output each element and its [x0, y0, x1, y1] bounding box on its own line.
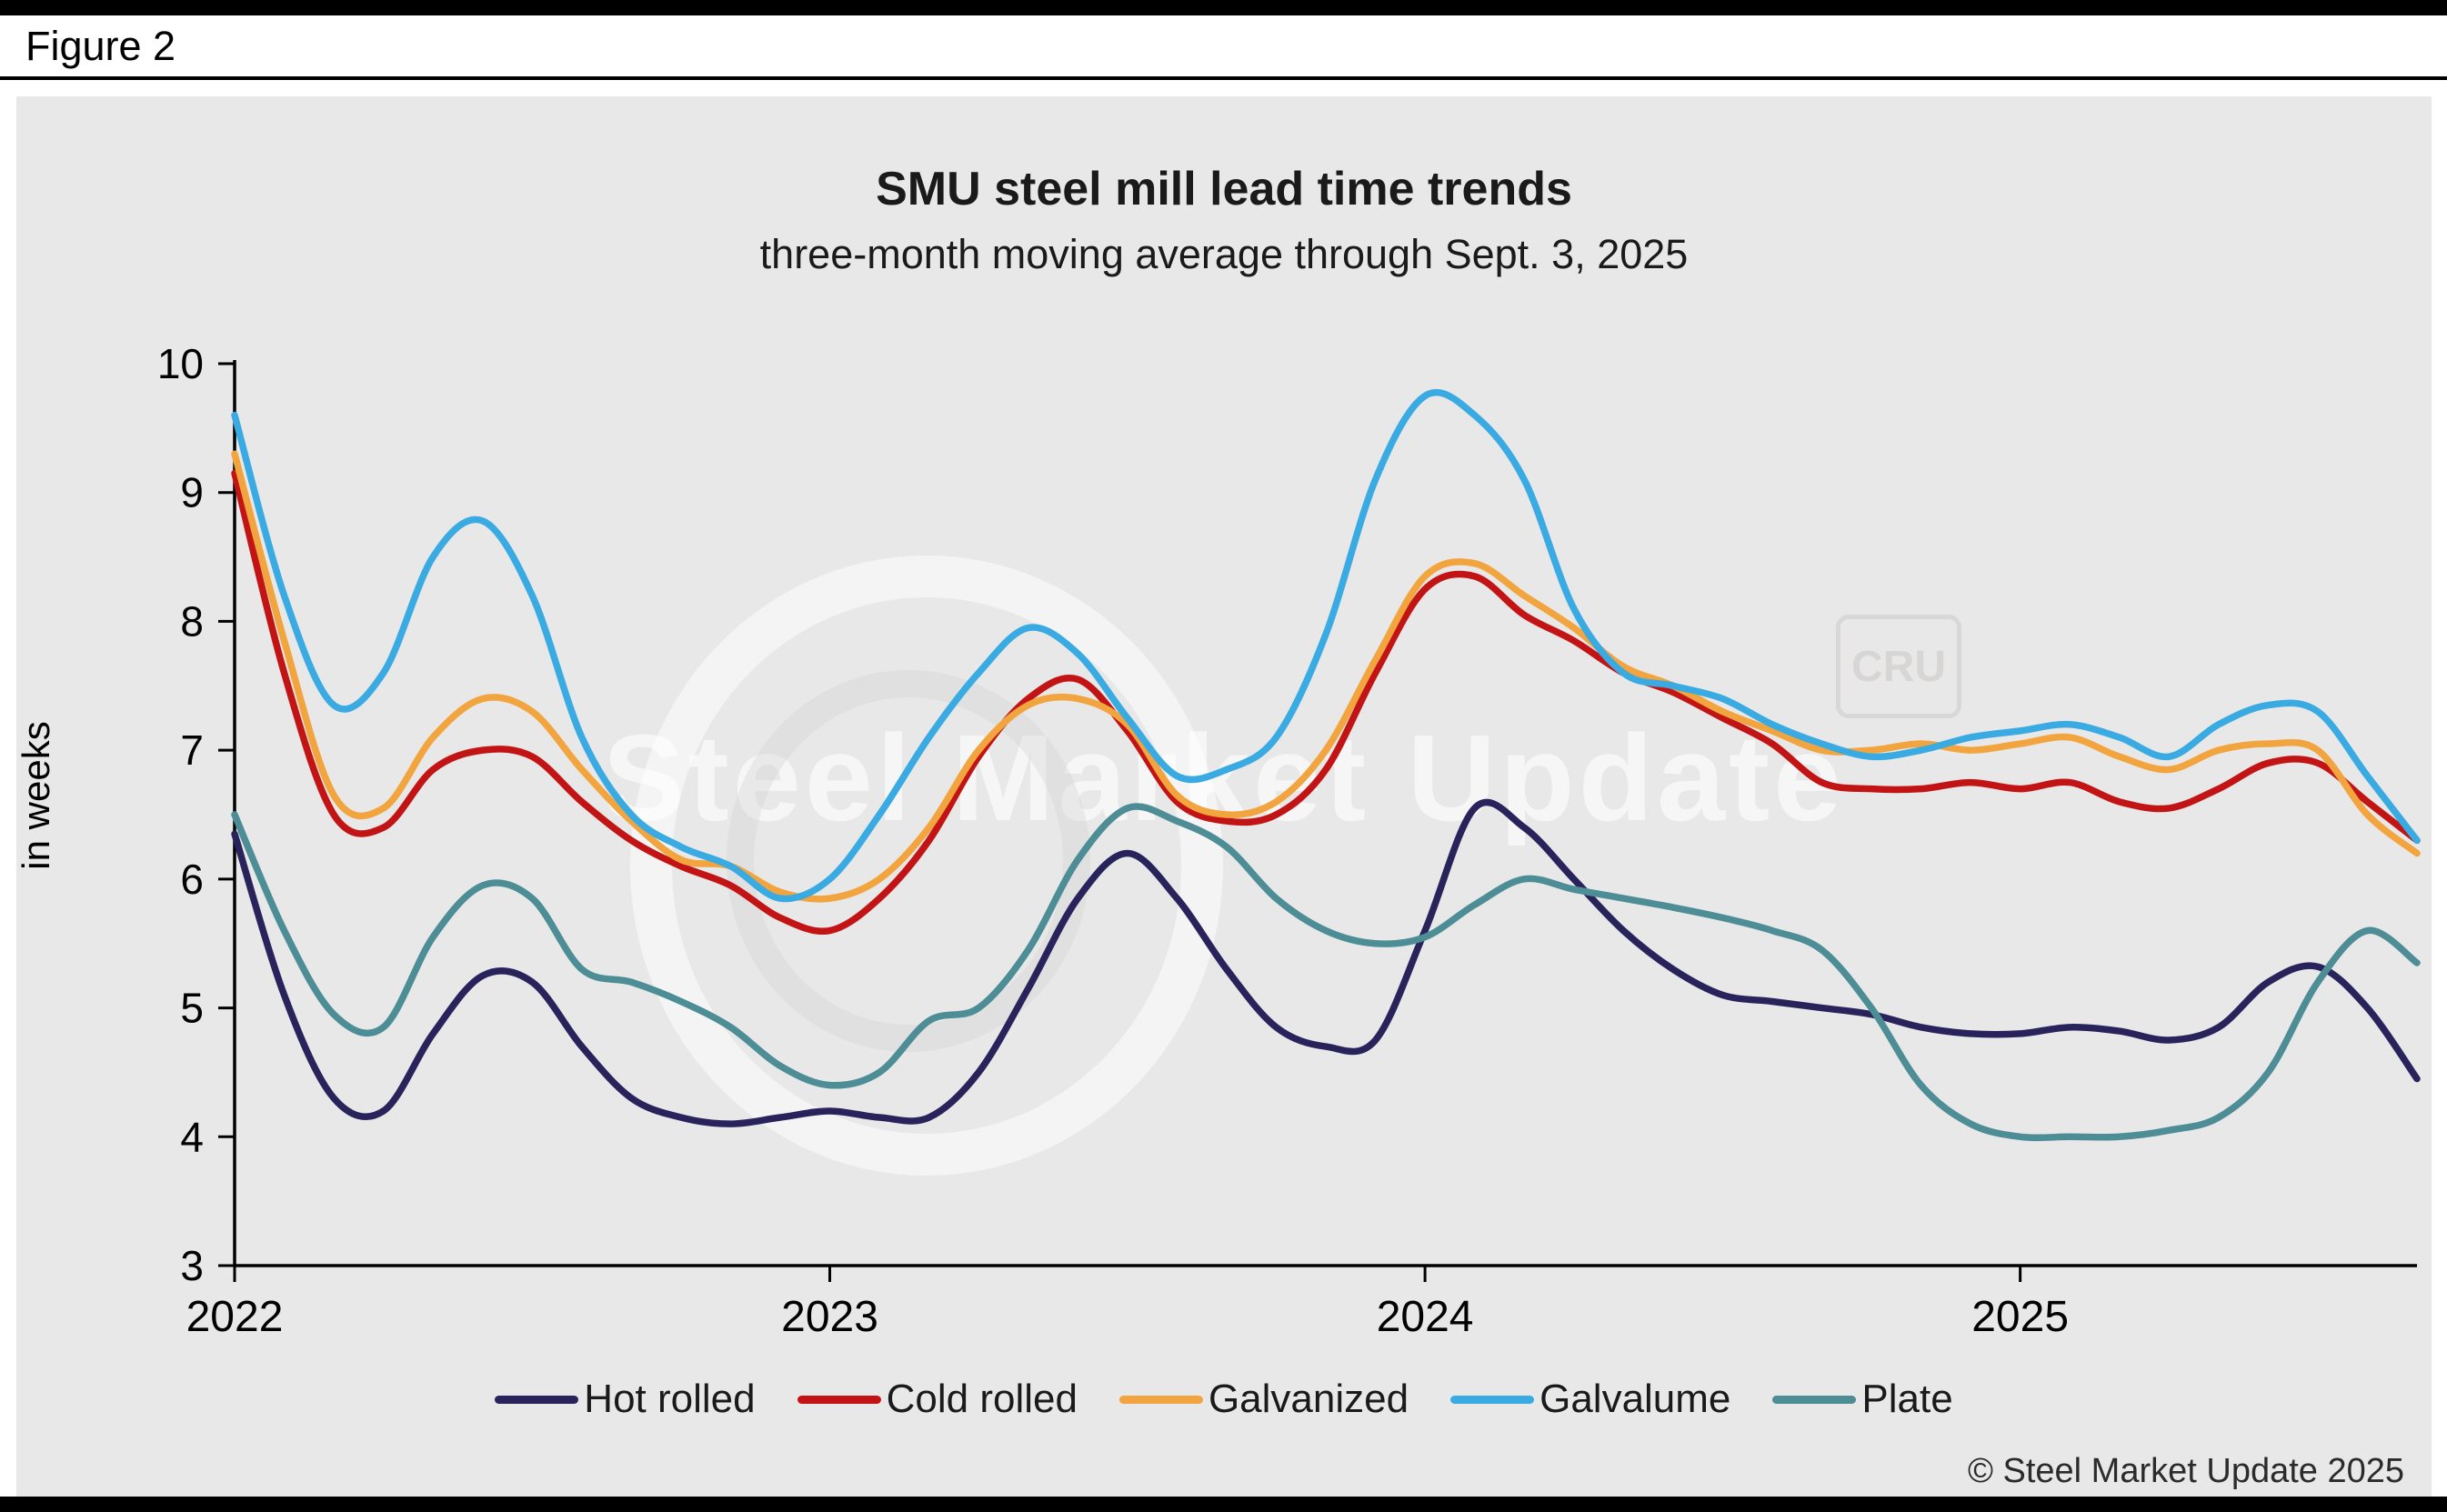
svg-text:8: 8: [180, 597, 204, 645]
legend-label: Galvanized: [1208, 1377, 1409, 1421]
chart-panel: Steel Market Update CRU SMU steel mill l…: [15, 96, 2432, 1497]
bottom-border-bar: [0, 1497, 2447, 1512]
svg-text:3: 3: [180, 1242, 204, 1289]
top-border-bar: [0, 0, 2447, 15]
chart-legend: Hot rolled Cold rolled Galvanized Galvalume…: [16, 1377, 2432, 1422]
figure-label: Figure 2: [25, 22, 176, 69]
copyright-text: © Steel Market Update 2025: [1967, 1452, 2404, 1490]
legend-label: Cold rolled: [886, 1377, 1078, 1421]
legend-swatch: [495, 1395, 579, 1404]
svg-text:6: 6: [180, 856, 204, 903]
chart-subtitle: three-month moving average through Sept.…: [759, 231, 1689, 277]
legend-item-hot-rolled: Hot rolled: [495, 1377, 756, 1422]
legend-label: Plate: [1861, 1377, 1953, 1421]
svg-text:5: 5: [180, 985, 204, 1032]
svg-text:2024: 2024: [1377, 1293, 1474, 1341]
legend-label: Hot rolled: [584, 1377, 756, 1421]
legend-item-galvanized: Galvanized: [1118, 1377, 1409, 1422]
cru-logo-watermark: CRU: [1836, 615, 1961, 718]
legend-swatch: [1450, 1395, 1535, 1404]
legend-label: Galvalume: [1539, 1377, 1731, 1421]
chart-title: SMU steel mill lead time trends: [876, 163, 1572, 215]
svg-text:2023: 2023: [781, 1293, 878, 1341]
svg-text:4: 4: [180, 1113, 204, 1160]
figure-header: Figure 2: [0, 15, 2447, 80]
legend-swatch: [1772, 1395, 1857, 1404]
svg-text:2025: 2025: [1971, 1293, 2069, 1341]
y-axis-label: in weeks: [15, 721, 57, 870]
legend-item-plate: Plate: [1772, 1377, 1953, 1422]
legend-swatch: [797, 1395, 881, 1404]
legend-swatch: [1118, 1395, 1203, 1404]
svg-text:9: 9: [180, 469, 204, 516]
line-chart: 3 4 5 6 7 8 9 10 2022 2023 2024 2025: [157, 340, 2421, 1341]
legend-item-cold-rolled: Cold rolled: [797, 1377, 1078, 1422]
svg-text:10: 10: [157, 340, 204, 387]
svg-text:7: 7: [180, 726, 204, 774]
legend-item-galvalume: Galvalume: [1450, 1377, 1730, 1422]
svg-text:2022: 2022: [186, 1293, 284, 1341]
